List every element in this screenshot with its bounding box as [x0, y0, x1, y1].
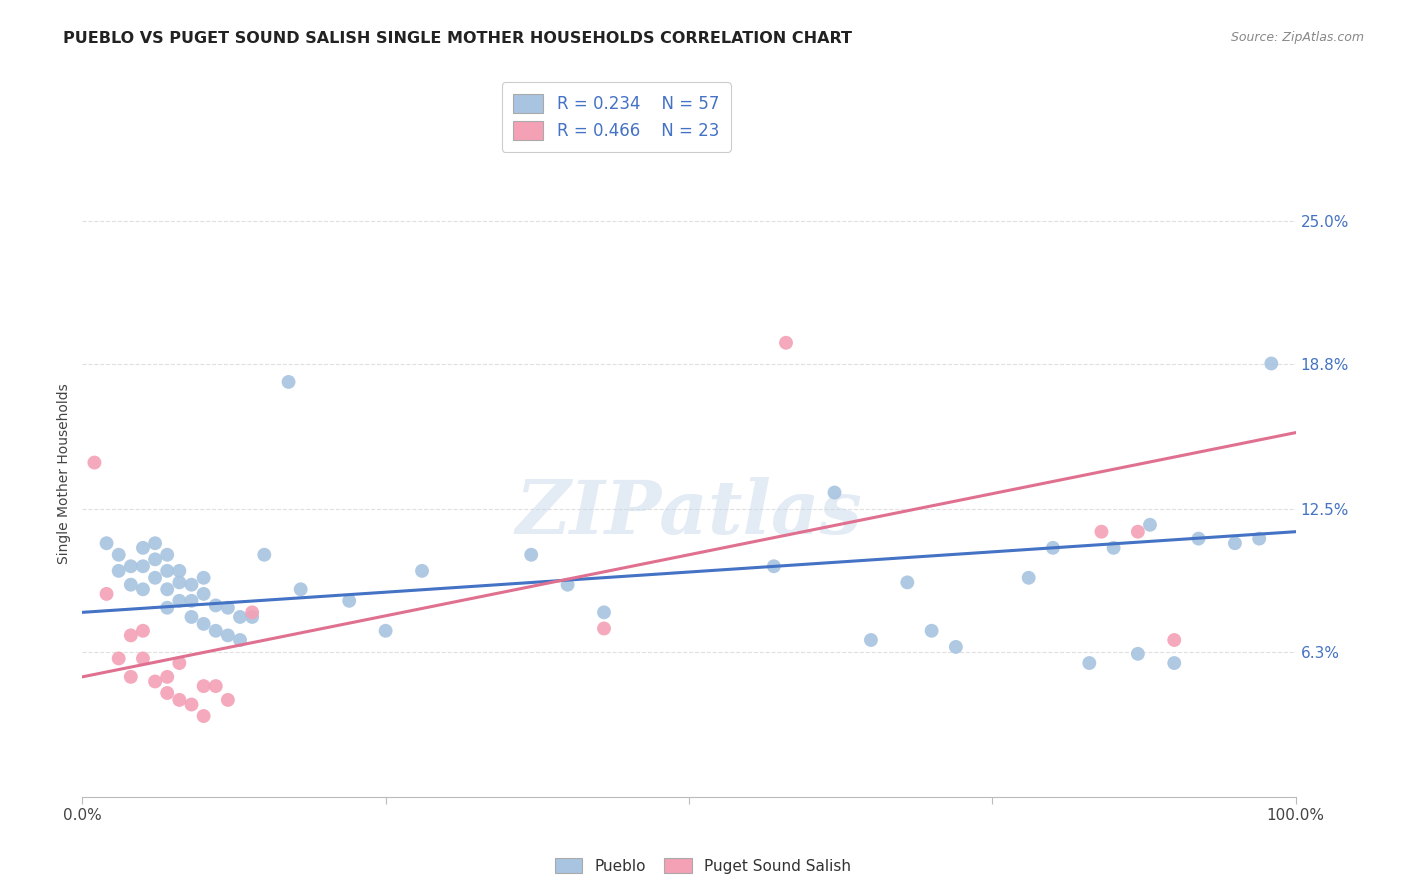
Point	[229, 610, 252, 624]
Point	[520, 548, 543, 562]
Point	[169, 575, 191, 590]
Point	[120, 559, 142, 574]
Point	[1139, 517, 1161, 532]
Point	[557, 577, 579, 591]
Text: ZIPatlas: ZIPatlas	[516, 476, 862, 549]
Point	[193, 571, 215, 585]
Point	[132, 541, 155, 555]
Point	[204, 599, 226, 613]
Legend: Pueblo, Puget Sound Salish: Pueblo, Puget Sound Salish	[548, 852, 858, 880]
Point	[1126, 524, 1149, 539]
Point	[120, 577, 142, 591]
Point	[156, 670, 179, 684]
Point	[253, 548, 276, 562]
Point	[156, 686, 179, 700]
Point	[156, 564, 179, 578]
Point	[143, 571, 166, 585]
Point	[593, 622, 616, 636]
Point	[1102, 541, 1125, 555]
Point	[193, 679, 215, 693]
Point	[156, 582, 179, 597]
Point	[1163, 656, 1185, 670]
Point	[180, 594, 202, 608]
Point	[1260, 357, 1282, 371]
Point	[1187, 532, 1209, 546]
Point	[277, 375, 299, 389]
Point	[169, 564, 191, 578]
Point	[1042, 541, 1064, 555]
Point	[1078, 656, 1101, 670]
Point	[169, 594, 191, 608]
Point	[156, 600, 179, 615]
Point	[143, 536, 166, 550]
Point	[217, 628, 239, 642]
Point	[1163, 632, 1185, 647]
Point	[240, 605, 263, 619]
Point	[1249, 532, 1271, 546]
Point	[229, 632, 252, 647]
Point	[824, 485, 846, 500]
Point	[593, 605, 616, 619]
Point	[143, 552, 166, 566]
Point	[96, 536, 118, 550]
Legend: R = 0.234    N = 57, R = 0.466    N = 23: R = 0.234 N = 57, R = 0.466 N = 23	[502, 82, 731, 152]
Point	[132, 651, 155, 665]
Point	[1223, 536, 1246, 550]
Point	[204, 624, 226, 638]
Text: PUEBLO VS PUGET SOUND SALISH SINGLE MOTHER HOUSEHOLDS CORRELATION CHART: PUEBLO VS PUGET SOUND SALISH SINGLE MOTH…	[63, 31, 852, 46]
Point	[1018, 571, 1040, 585]
Point	[290, 582, 312, 597]
Point	[1126, 647, 1149, 661]
Point	[143, 674, 166, 689]
Point	[96, 587, 118, 601]
Point	[120, 670, 142, 684]
Point	[107, 651, 129, 665]
Point	[107, 564, 129, 578]
Point	[945, 640, 967, 654]
Point	[217, 693, 239, 707]
Point	[83, 456, 105, 470]
Point	[132, 624, 155, 638]
Point	[1090, 524, 1112, 539]
Point	[775, 335, 797, 350]
Text: Source: ZipAtlas.com: Source: ZipAtlas.com	[1230, 31, 1364, 45]
Point	[896, 575, 918, 590]
Point	[169, 656, 191, 670]
Point	[193, 616, 215, 631]
Point	[180, 698, 202, 712]
Point	[193, 587, 215, 601]
Point	[120, 628, 142, 642]
Point	[180, 577, 202, 591]
Point	[180, 610, 202, 624]
Point	[374, 624, 396, 638]
Y-axis label: Single Mother Households: Single Mother Households	[58, 384, 72, 565]
Point	[859, 632, 882, 647]
Point	[132, 559, 155, 574]
Point	[921, 624, 943, 638]
Point	[169, 693, 191, 707]
Point	[193, 709, 215, 723]
Point	[762, 559, 785, 574]
Point	[132, 582, 155, 597]
Point	[240, 610, 263, 624]
Point	[204, 679, 226, 693]
Point	[156, 548, 179, 562]
Point	[107, 548, 129, 562]
Point	[217, 600, 239, 615]
Point	[411, 564, 433, 578]
Point	[337, 594, 360, 608]
